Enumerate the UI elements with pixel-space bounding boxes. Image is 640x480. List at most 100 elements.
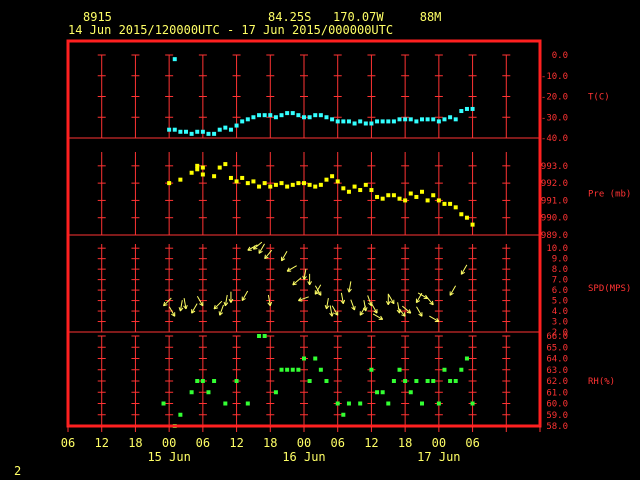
wind-shaft xyxy=(331,305,339,316)
wind-head xyxy=(199,303,204,307)
wind-head xyxy=(292,280,295,286)
temp-point xyxy=(369,121,374,126)
rh-point xyxy=(178,412,183,417)
pres-point xyxy=(290,182,295,187)
rh-point xyxy=(234,379,239,383)
temp-point xyxy=(459,109,464,114)
rh-point xyxy=(453,379,458,383)
wind-vector xyxy=(449,285,457,296)
temp-point xyxy=(414,119,419,124)
wind-shaft xyxy=(213,300,223,310)
temp-point xyxy=(375,119,380,124)
wind-head xyxy=(401,314,406,317)
temp-point xyxy=(363,121,368,126)
temp-point xyxy=(212,131,217,136)
wind-vector xyxy=(241,290,249,301)
y-tick-label: 2.0 xyxy=(552,328,568,338)
x-date-label: 17 Jun xyxy=(417,450,460,464)
temp-point xyxy=(200,129,205,134)
wind-vector xyxy=(396,302,402,314)
wind-shaft xyxy=(191,303,198,314)
y-tick-label: 60.0 xyxy=(546,400,568,410)
temp-point xyxy=(234,123,239,128)
rh-point xyxy=(420,401,424,406)
station-id: 8915 xyxy=(83,10,112,24)
wind-head xyxy=(429,302,434,306)
wind-head xyxy=(191,310,196,314)
rh-point xyxy=(431,379,436,383)
temp-point xyxy=(341,119,346,124)
wind-shaft xyxy=(179,300,183,312)
temp-point xyxy=(346,119,351,124)
pres-point xyxy=(167,181,172,186)
wind-shaft xyxy=(325,298,329,310)
pres-point xyxy=(363,182,368,187)
wind-head xyxy=(307,281,311,286)
wind-shaft xyxy=(371,303,378,314)
y-tick-label: -10.0 xyxy=(541,72,568,82)
pres-point xyxy=(273,182,278,187)
y-tick-label: 61.0 xyxy=(546,388,568,398)
wind-head xyxy=(219,312,224,316)
rh-point xyxy=(296,367,301,372)
temp-point xyxy=(296,113,301,118)
wind-head xyxy=(253,247,258,250)
temp-point xyxy=(431,117,436,122)
wind-head xyxy=(406,311,411,314)
rh-point xyxy=(324,379,329,383)
wind-shaft xyxy=(292,277,302,286)
rh-point xyxy=(335,401,340,406)
wind-vector xyxy=(387,293,395,305)
rh-point xyxy=(279,367,284,372)
pres-point xyxy=(464,215,469,220)
temp-point xyxy=(273,115,278,120)
wind-head xyxy=(324,305,327,310)
wind-head xyxy=(241,298,246,301)
rh-point xyxy=(262,334,267,338)
wind-vector xyxy=(228,291,234,303)
pres-point xyxy=(391,193,396,198)
rh-point xyxy=(391,379,396,383)
wind-head xyxy=(185,305,188,310)
pres-point xyxy=(453,205,458,210)
wind-vector xyxy=(183,298,188,310)
wind-head xyxy=(347,288,350,293)
time-range: 14 Jun 2015/120000UTC - 17 Jun 2015/0000… xyxy=(68,23,394,37)
temp-point xyxy=(290,111,295,116)
x-date-label: 16 Jun xyxy=(282,450,325,464)
pres-point xyxy=(346,189,351,194)
wind-head xyxy=(258,250,263,254)
wind-vector xyxy=(264,249,273,260)
wind-shaft xyxy=(348,281,352,293)
rh-point xyxy=(257,334,262,338)
wind-vector xyxy=(302,268,307,280)
pres-point xyxy=(436,198,441,203)
wind-head xyxy=(213,304,216,310)
wind-vector xyxy=(329,305,334,317)
rh-point xyxy=(358,401,363,406)
rh-point xyxy=(206,390,211,395)
wind-head xyxy=(269,301,273,306)
pres-point xyxy=(375,194,380,199)
wind-head xyxy=(292,283,297,286)
pres-point xyxy=(352,184,357,189)
x-date-label: 15 Jun xyxy=(147,450,190,464)
pres-point xyxy=(414,194,419,199)
rh-point xyxy=(414,379,419,383)
temp-point xyxy=(257,113,262,118)
wind-shaft xyxy=(314,285,322,296)
wind-shaft xyxy=(286,265,297,272)
wind-shaft xyxy=(387,293,395,304)
y-tick-label: 5.0 xyxy=(552,297,568,307)
pres-point xyxy=(262,181,267,186)
y-tick-label: 992.0 xyxy=(541,179,568,189)
temp-point xyxy=(318,113,323,118)
wind-shaft xyxy=(267,294,271,306)
pres-point xyxy=(268,184,273,189)
temp-point xyxy=(307,115,312,120)
wind-head xyxy=(348,288,352,293)
wind-shaft xyxy=(402,305,412,314)
x-tick-label: 12 xyxy=(229,436,243,450)
x-tick-label: 06 xyxy=(61,436,75,450)
